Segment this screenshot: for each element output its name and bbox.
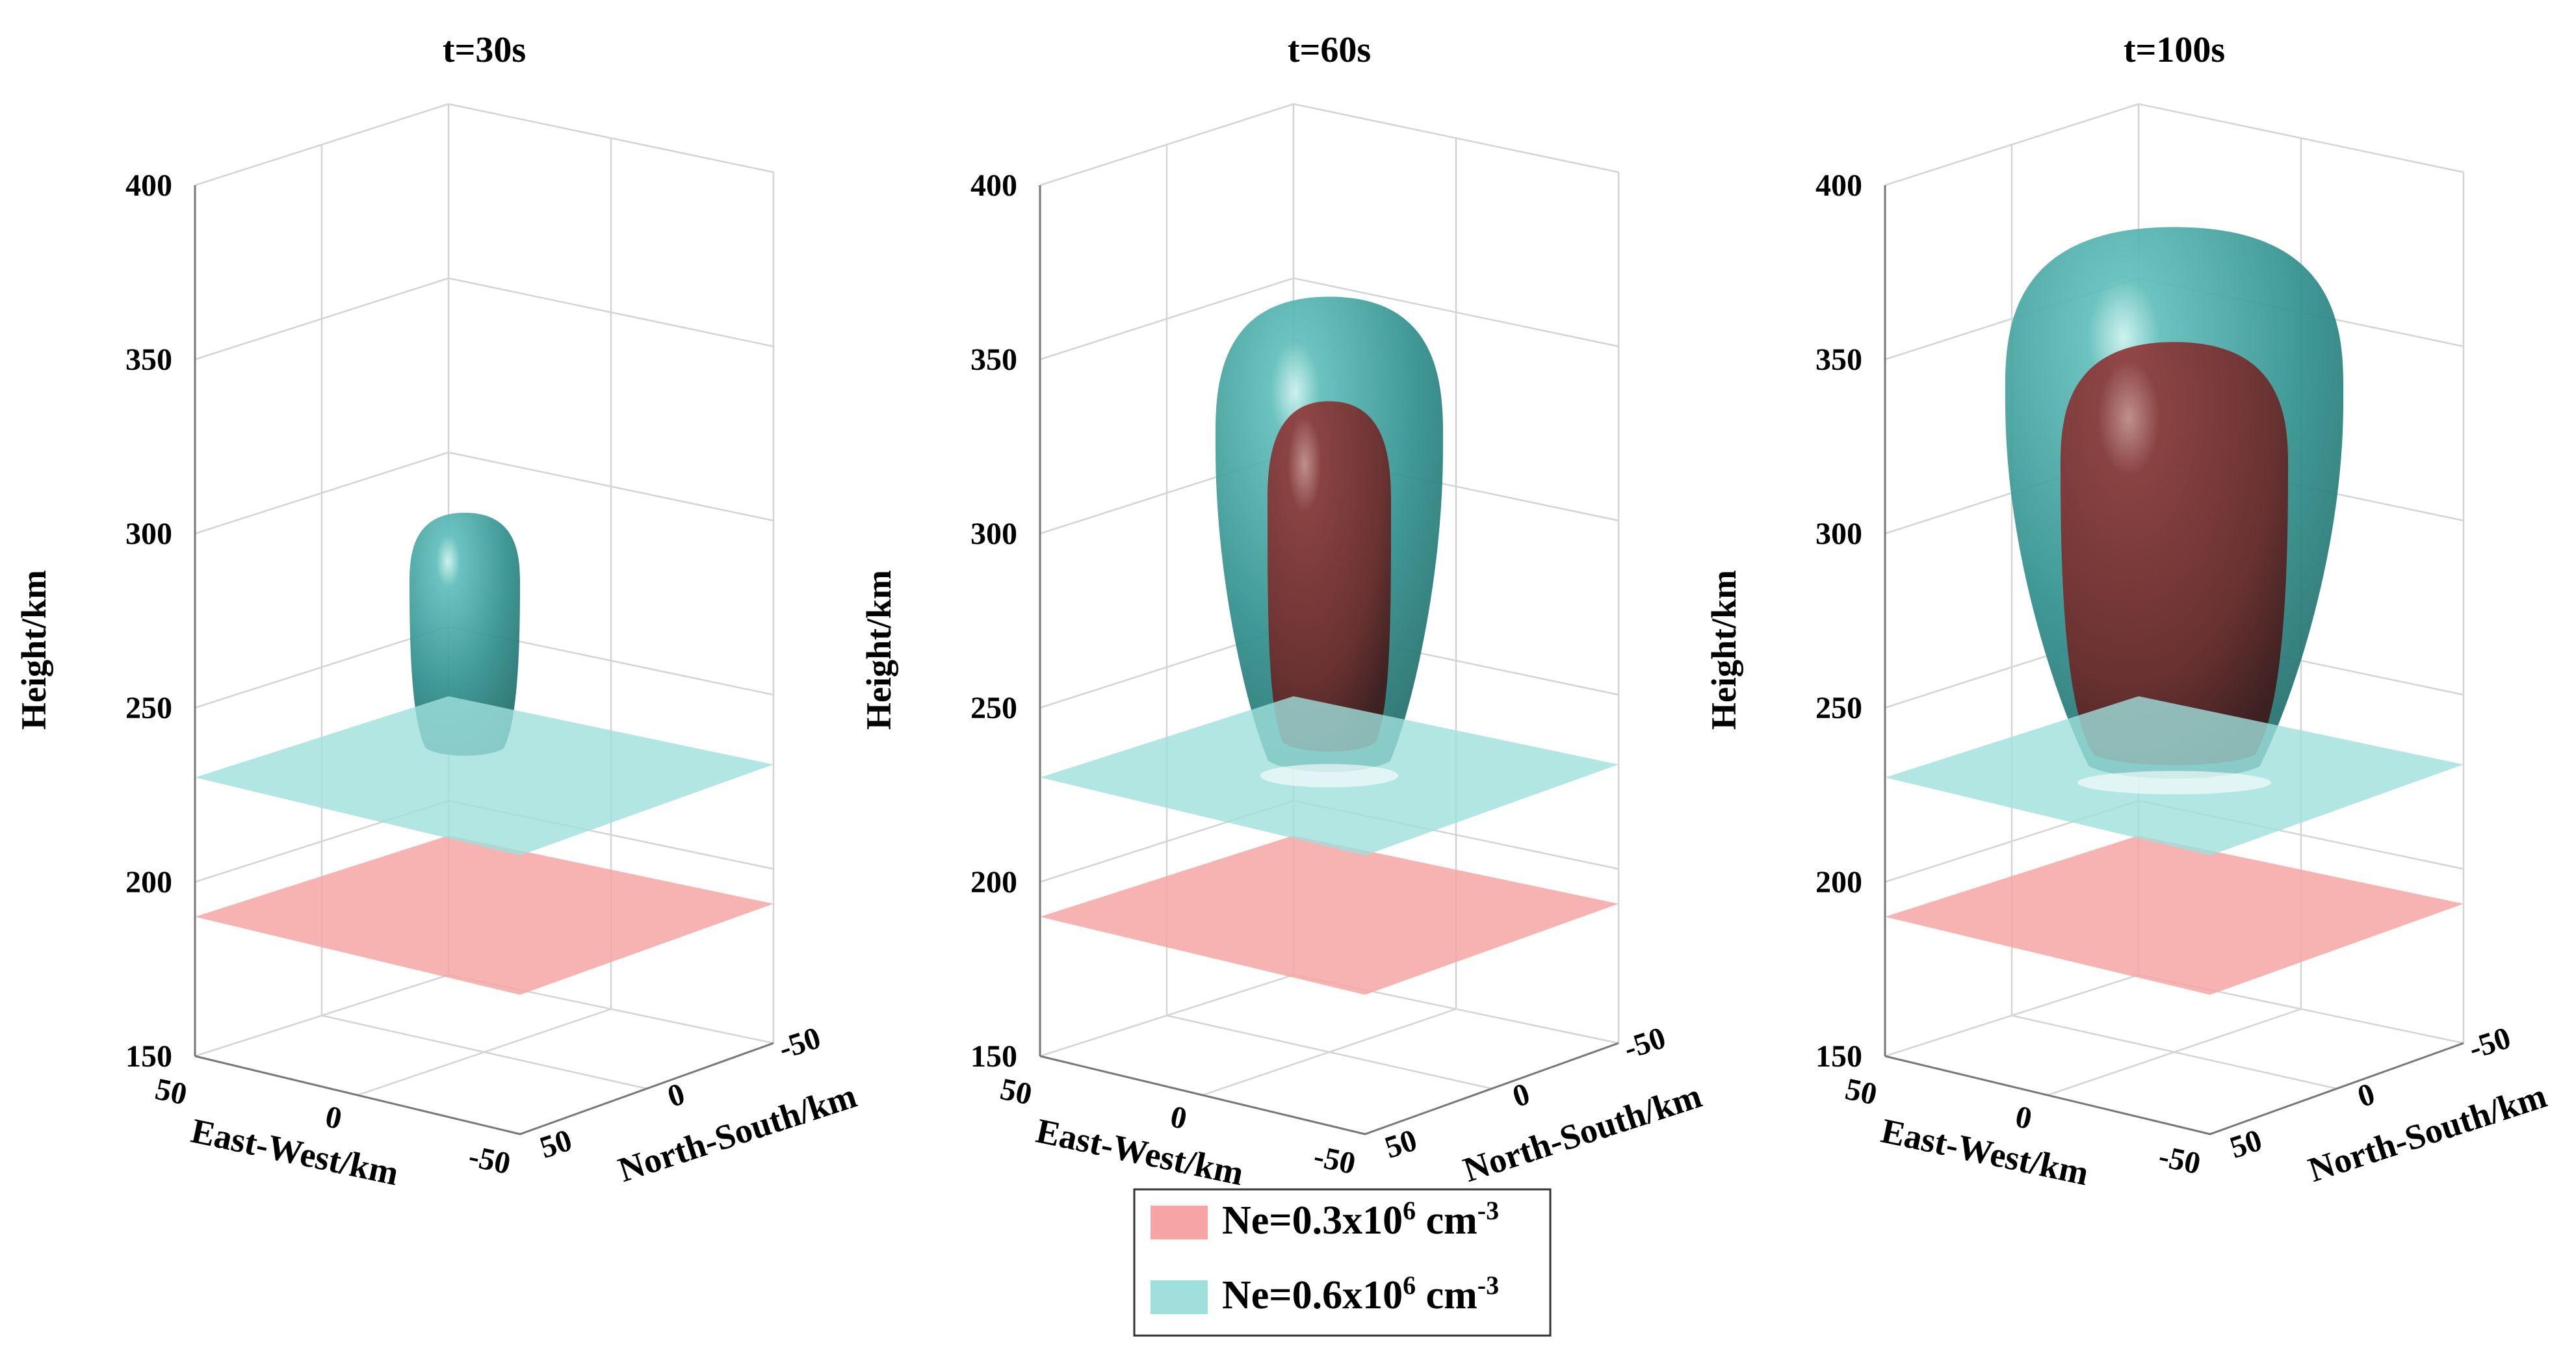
- panel-t=60s: 400 350 300 250 200 150 Height/km t=60s 50 0 -50 -5…: [859, 30, 1706, 1193]
- legend-label: Ne=0.3x106 cm-3: [1222, 1196, 1499, 1243]
- z-tick-label: 200: [1815, 865, 1862, 899]
- y-tick-label: 50: [2226, 1123, 2266, 1165]
- panel-title: t=100s: [2124, 30, 2225, 70]
- base-glint: [1260, 764, 1399, 788]
- x-tick-label: 50: [1842, 1072, 1880, 1112]
- z-tick-label: 350: [970, 343, 1017, 377]
- legend: Ne=0.3x106 cm-3 Ne=0.6x106 cm-3: [1133, 1188, 1552, 1337]
- gridline: [194, 974, 774, 1057]
- grid-floor: [357, 1008, 612, 1096]
- y-tick-label: 50: [1381, 1123, 1421, 1165]
- y-axis-label: North-South/km: [1459, 1076, 1706, 1189]
- panel-title: t=60s: [1288, 30, 1371, 70]
- y-axis-label: North-South/km: [614, 1076, 861, 1189]
- floor-axes: [194, 1042, 774, 1135]
- x-axis-label: East-West/km: [1033, 1111, 1247, 1193]
- x-tick-label: 50: [152, 1072, 190, 1112]
- z-tick-label: 150: [970, 1039, 1017, 1074]
- y-tick-label: 0: [2354, 1076, 2379, 1114]
- y-tick-label: -50: [1620, 1020, 1670, 1066]
- z-axis-label: Height/km: [14, 570, 53, 730]
- plane-ne-0.3: [1040, 835, 1619, 995]
- plane-ne-0.3: [1885, 835, 2464, 995]
- z-axis-label: Height/km: [859, 570, 898, 730]
- panel-t=30s: 400 350 300 250 200 150 Height/km t=30s 50 0 -50 -5…: [14, 30, 861, 1193]
- gridline: [194, 103, 774, 187]
- y-axis-label: North-South/km: [2304, 1076, 2551, 1189]
- floor-axes: [1884, 1042, 2464, 1135]
- z-tick-label: 300: [970, 517, 1017, 551]
- z-tick-label: 400: [970, 168, 1017, 203]
- panel-title: t=30s: [443, 30, 526, 70]
- panel-t=100s: 400 350 300 250 200 150 Height/km t=100s 50 0 -50 -…: [1704, 30, 2551, 1193]
- z-tick-label: 150: [125, 1039, 172, 1074]
- z-tick-label: 350: [1815, 343, 1862, 377]
- z-axis-label: Height/km: [1704, 570, 1743, 730]
- legend-label: Ne=0.6x106 cm-3: [1222, 1271, 1499, 1317]
- gridline: [1884, 103, 2464, 187]
- z-tick-label: 250: [1815, 691, 1862, 725]
- z-tick-label: 300: [1815, 517, 1862, 551]
- gridline: [1039, 974, 1619, 1057]
- x-tick-label: -50: [1310, 1139, 1359, 1181]
- y-tick-label: -50: [2465, 1020, 2515, 1066]
- grid-floor: [2047, 1008, 2302, 1096]
- gridline: [1884, 974, 2464, 1057]
- gridline: [1039, 103, 1619, 187]
- x-axis-label: East-West/km: [188, 1111, 402, 1193]
- plane-ne-0.6: [195, 696, 774, 856]
- x-tick-label: -50: [465, 1139, 514, 1181]
- base-glint: [2077, 771, 2271, 795]
- isosurface-ne-0.3: [2060, 342, 2289, 766]
- x-tick-label: 0: [322, 1099, 345, 1136]
- z-tick-label: 250: [125, 691, 172, 725]
- y-tick-label: 0: [664, 1076, 689, 1114]
- z-tick-label: 300: [125, 517, 172, 551]
- x-tick-label: -50: [2155, 1139, 2204, 1181]
- z-tick-label: 200: [970, 865, 1017, 899]
- z-tick-label: 250: [970, 691, 1017, 725]
- z-tick-label: 350: [125, 343, 172, 377]
- legend-swatch: [1151, 1280, 1208, 1314]
- z-tick-label: 400: [1815, 168, 1862, 203]
- x-tick-label: 50: [997, 1072, 1035, 1112]
- x-tick-label: 0: [2012, 1099, 2035, 1136]
- z-tick-label: 150: [1815, 1039, 1862, 1074]
- legend-swatch: [1151, 1206, 1208, 1239]
- y-tick-label: 0: [1509, 1076, 1534, 1114]
- x-tick-label: 0: [1167, 1099, 1190, 1136]
- gridline: [194, 277, 774, 361]
- floor-axes: [1039, 1042, 1619, 1135]
- x-axis-label: East-West/km: [1878, 1111, 2092, 1193]
- y-tick-label: -50: [775, 1020, 825, 1066]
- grid-floor: [1202, 1008, 1457, 1096]
- isosurface-ne-0.3: [1267, 401, 1392, 752]
- z-tick-label: 200: [125, 865, 172, 899]
- plane-ne-0.3: [195, 835, 774, 995]
- y-tick-label: 50: [536, 1123, 576, 1165]
- isosurface-ne-0.6: [409, 512, 521, 756]
- z-tick-label: 400: [125, 168, 172, 203]
